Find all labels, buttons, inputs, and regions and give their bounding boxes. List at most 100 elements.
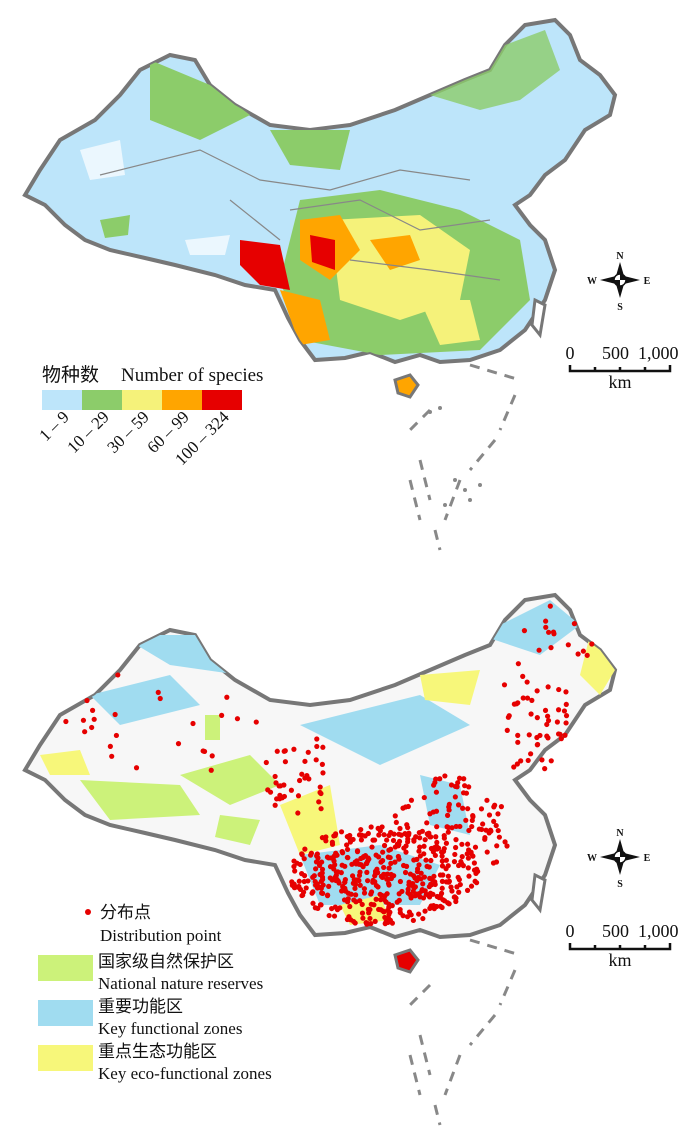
distribution-point (443, 857, 450, 863)
distribution-point (469, 823, 475, 830)
distribution-point (370, 877, 376, 884)
distribution-point (418, 870, 424, 876)
compass-n: N (616, 828, 624, 839)
distribution-point (459, 854, 465, 860)
distribution-point (520, 695, 526, 701)
distribution-point (347, 903, 353, 910)
distribution-point (529, 697, 535, 703)
distribution-point (318, 790, 324, 797)
distribution-point (329, 839, 335, 845)
distribution-point (444, 812, 451, 818)
distribution-point (89, 724, 95, 731)
distribution-point (349, 873, 356, 879)
distribution-point (557, 731, 563, 737)
legend-swatch (38, 955, 93, 981)
scale-tick-label: 0 (566, 921, 575, 941)
distribution-point (494, 843, 500, 849)
distribution-point (329, 877, 335, 883)
distribution-point (575, 651, 581, 657)
distribution-point (310, 900, 316, 906)
legend-point-cn: 分布点 (100, 903, 151, 922)
distribution-point (342, 863, 348, 869)
distribution-point (423, 857, 429, 863)
distribution-point (473, 870, 479, 877)
distribution-point (543, 624, 549, 630)
distribution-point (113, 732, 120, 739)
distribution-point (395, 853, 401, 860)
distribution-point (534, 688, 540, 694)
species-richness-map (23, 18, 617, 551)
distribution-point (323, 838, 329, 844)
distribution-point (417, 853, 423, 859)
distribution-point (384, 891, 390, 897)
distribution-point (451, 859, 458, 865)
distribution-point (470, 853, 476, 859)
distribution-point (319, 870, 325, 876)
distribution-point (491, 818, 497, 825)
distribution-point (402, 869, 409, 876)
distribution-point (502, 839, 508, 845)
distribution-point (484, 797, 490, 803)
distribution-point (545, 735, 551, 741)
distribution-point (460, 805, 466, 811)
distribution-point (282, 748, 288, 754)
legend-swatch (38, 1000, 93, 1026)
distribution-point (289, 879, 295, 885)
distribution-point (320, 770, 326, 776)
distribution-point (437, 903, 444, 909)
compass-s: S (617, 302, 623, 313)
distribution-point (302, 846, 308, 852)
distribution-point (456, 862, 462, 869)
distribution-point (388, 860, 394, 866)
distribution-point (515, 739, 521, 745)
distribution-point (402, 804, 409, 810)
distribution-point (392, 813, 398, 819)
distribution-point (331, 833, 337, 839)
distribution-point (306, 776, 312, 782)
compass-e: E (644, 853, 651, 864)
distribution-point (326, 883, 332, 889)
distribution-point (316, 799, 322, 805)
distribution-point (291, 863, 297, 870)
distribution-point (347, 839, 354, 845)
distribution-point (272, 773, 278, 780)
legend-zone-en: Key eco-functional zones (98, 1064, 272, 1083)
distribution-point (455, 802, 462, 808)
distribution-point (379, 858, 386, 864)
distribution-point (452, 894, 458, 900)
distribution-point (357, 882, 363, 888)
distribution-point (344, 833, 350, 840)
distribution-point (405, 824, 411, 831)
distribution-point (448, 782, 455, 788)
distribution-point (91, 716, 97, 722)
distribution-point (428, 845, 435, 852)
distribution-point (372, 837, 378, 843)
compass-s: S (617, 879, 623, 890)
distribution-point (403, 863, 410, 869)
distribution-point (535, 741, 541, 748)
distribution-point (313, 757, 319, 763)
scale-unit: km (608, 950, 631, 970)
distribution-point (411, 837, 417, 843)
distribution-point (496, 834, 502, 840)
distribution-point (561, 708, 568, 714)
distribution-point (381, 897, 387, 903)
distribution-point (358, 837, 365, 843)
distribution-point (398, 832, 404, 838)
distribution-point (354, 848, 361, 854)
distribution-point (548, 645, 554, 651)
distribution-point (395, 843, 401, 849)
distribution-point (397, 910, 403, 916)
distribution-point (375, 825, 381, 832)
distribution-point (385, 919, 391, 926)
distribution-point (316, 862, 323, 868)
distribution-point (352, 859, 358, 865)
distribution-point (453, 837, 459, 843)
distribution-point (333, 850, 339, 856)
distribution-point (267, 789, 274, 795)
distribution-point (319, 890, 326, 896)
distribution-point (453, 898, 459, 905)
distribution-point (433, 789, 440, 795)
distribution-point (291, 858, 297, 864)
